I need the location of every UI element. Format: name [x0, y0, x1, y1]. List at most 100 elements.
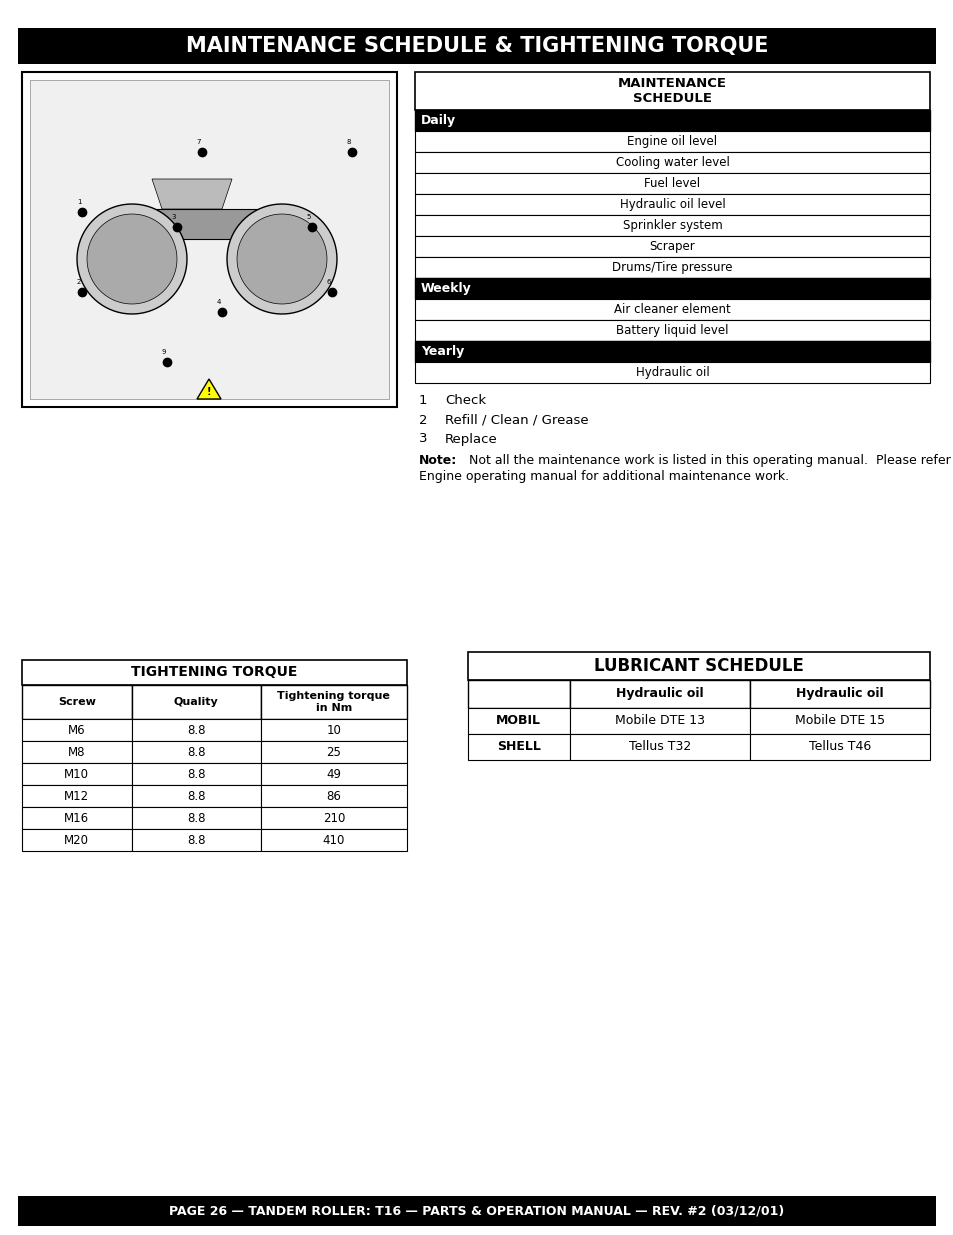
Bar [30, 80, 389, 399]
Text: Cooling water level: Cooling water level [615, 156, 729, 169]
Text: Tellus T32: Tellus T32 [628, 741, 690, 753]
Bar [569, 708, 749, 734]
Bar [415, 236, 929, 257]
Bar [415, 341, 929, 362]
Bar [132, 785, 260, 806]
Bar [18, 1195, 935, 1226]
Bar [22, 659, 407, 685]
Bar [132, 829, 260, 851]
Bar [749, 680, 929, 708]
Text: 9: 9 [162, 350, 166, 354]
Bar [415, 278, 929, 299]
Text: 1: 1 [418, 394, 427, 408]
Polygon shape [77, 204, 187, 314]
Text: Weekly: Weekly [420, 282, 471, 295]
Bar [22, 806, 132, 829]
Bar [749, 734, 929, 760]
Polygon shape [87, 214, 177, 304]
Bar [415, 320, 929, 341]
Bar [415, 362, 929, 383]
Text: M16: M16 [64, 811, 90, 825]
Text: 2: 2 [418, 414, 427, 426]
Bar [260, 719, 407, 741]
Text: Not all the maintenance work is listed in this operating manual.  Please refer t: Not all the maintenance work is listed i… [453, 454, 953, 467]
Bar [415, 215, 929, 236]
Text: LUBRICANT SCHEDULE: LUBRICANT SCHEDULE [594, 657, 803, 676]
Text: TIGHTENING TORQUE: TIGHTENING TORQUE [132, 666, 297, 679]
Text: M8: M8 [68, 746, 86, 758]
Text: !: ! [207, 387, 211, 396]
Text: Note:: Note: [418, 454, 456, 467]
Text: 1: 1 [76, 199, 81, 205]
Text: 210: 210 [322, 811, 345, 825]
Bar [260, 829, 407, 851]
Text: 25: 25 [326, 746, 341, 758]
Text: 49: 49 [326, 767, 341, 781]
Text: Sprinkler system: Sprinkler system [622, 219, 721, 232]
Text: 3: 3 [172, 214, 176, 220]
Bar [415, 110, 929, 131]
Text: 4: 4 [216, 299, 221, 305]
Text: Drums/Tire pressure: Drums/Tire pressure [612, 261, 732, 274]
Polygon shape [152, 179, 232, 209]
Text: Hydraulic oil: Hydraulic oil [795, 688, 882, 700]
Text: 7: 7 [196, 140, 201, 144]
Text: 8.8: 8.8 [187, 746, 205, 758]
Bar [18, 28, 935, 64]
Text: 410: 410 [322, 834, 345, 846]
Bar [260, 806, 407, 829]
Bar [468, 734, 569, 760]
Text: Yearly: Yearly [420, 345, 464, 358]
Text: Fuel level: Fuel level [644, 177, 700, 190]
Bar [132, 685, 260, 719]
Text: 6: 6 [327, 279, 331, 285]
Text: Mobile DTE 15: Mobile DTE 15 [794, 715, 884, 727]
Text: Tellus T46: Tellus T46 [808, 741, 870, 753]
Text: 86: 86 [326, 789, 341, 803]
Bar [415, 152, 929, 173]
Bar [22, 763, 132, 785]
Text: 8.8: 8.8 [187, 767, 205, 781]
Text: 8.8: 8.8 [187, 834, 205, 846]
Bar [260, 763, 407, 785]
Bar [132, 719, 260, 741]
Bar [468, 708, 569, 734]
Text: 8.8: 8.8 [187, 811, 205, 825]
Text: Hydraulic oil level: Hydraulic oil level [619, 198, 724, 211]
Text: Scraper: Scraper [649, 240, 695, 253]
Bar [22, 72, 396, 408]
Bar [415, 194, 929, 215]
Bar [22, 785, 132, 806]
Text: M20: M20 [64, 834, 90, 846]
Bar [569, 734, 749, 760]
Polygon shape [227, 204, 336, 314]
Bar [260, 685, 407, 719]
Text: Air cleaner element: Air cleaner element [614, 303, 730, 316]
Text: 10: 10 [326, 724, 341, 736]
Text: Screw: Screw [58, 697, 95, 706]
Text: Quality: Quality [173, 697, 218, 706]
Text: 5: 5 [307, 214, 311, 220]
Bar [468, 680, 569, 708]
Text: Mobile DTE 13: Mobile DTE 13 [614, 715, 704, 727]
Bar [132, 763, 260, 785]
Bar [569, 680, 749, 708]
Text: Engine operating manual for additional maintenance work.: Engine operating manual for additional m… [418, 471, 788, 483]
Text: PAGE 26 — TANDEM ROLLER: T16 — PARTS & OPERATION MANUAL — REV. #2 (03/12/01): PAGE 26 — TANDEM ROLLER: T16 — PARTS & O… [170, 1204, 783, 1218]
Bar [415, 72, 929, 110]
Bar [415, 257, 929, 278]
Bar [749, 708, 929, 734]
Polygon shape [196, 379, 221, 399]
Bar [415, 173, 929, 194]
Bar [468, 652, 929, 680]
Text: Hydraulic oil: Hydraulic oil [635, 366, 709, 379]
Polygon shape [132, 209, 282, 240]
Text: Daily: Daily [420, 114, 456, 127]
Text: 8.8: 8.8 [187, 789, 205, 803]
Text: M12: M12 [64, 789, 90, 803]
Text: Tightening torque
in Nm: Tightening torque in Nm [277, 692, 390, 713]
Text: 2: 2 [77, 279, 81, 285]
Text: 8.8: 8.8 [187, 724, 205, 736]
Text: MAINTENANCE SCHEDULE & TIGHTENING TORQUE: MAINTENANCE SCHEDULE & TIGHTENING TORQUE [186, 36, 767, 56]
Polygon shape [236, 214, 327, 304]
